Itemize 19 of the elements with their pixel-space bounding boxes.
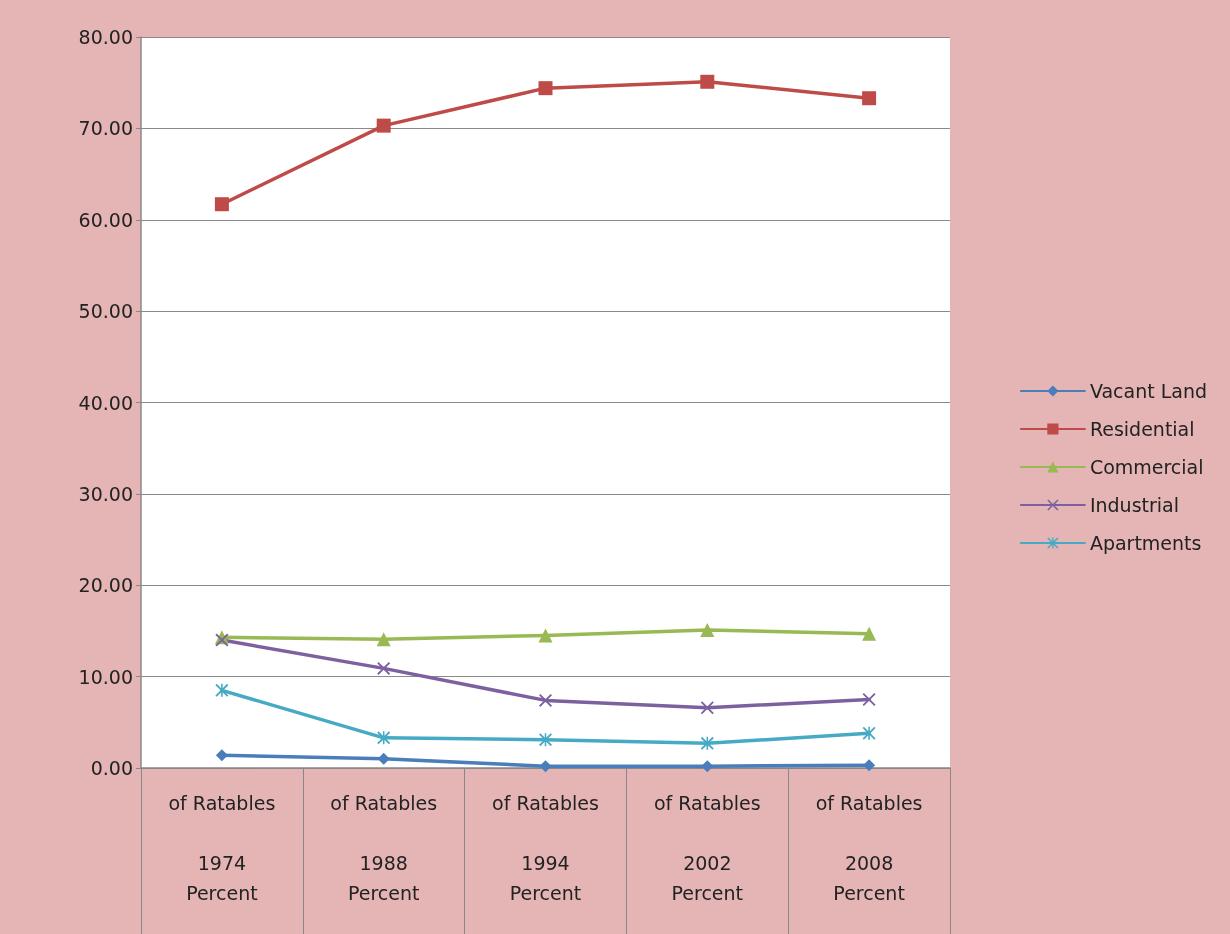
legend-label: Industrial: [1089, 494, 1179, 516]
y-tick-label: 20.00: [78, 574, 133, 597]
category-label: of Ratables 1974 Percent: [168, 792, 276, 904]
category-label: of Ratables 1988 Percent: [330, 792, 438, 904]
category-label: of Ratables 1994 Percent: [492, 792, 599, 904]
legend-label: Commercial: [1089, 456, 1204, 478]
y-tick-label: 40.00: [78, 391, 133, 414]
legend-label: Apartments: [1089, 532, 1202, 554]
y-tick-label: 70.00: [78, 117, 133, 140]
y-tick-label: 30.00: [78, 482, 133, 505]
y-tick-label: 80.00: [78, 26, 133, 48]
category-label: of Ratables 2008 Percent: [815, 792, 923, 904]
y-tick-label: 60.00: [78, 208, 133, 231]
category-label: of Ratables 2002 Percent: [653, 792, 761, 904]
y-tick-label: 0.00: [90, 757, 133, 779]
y-tick-label: 50.00: [78, 300, 133, 323]
y-tick-label: 10.00: [78, 665, 133, 688]
legend-label: Vacant Land: [1089, 380, 1208, 402]
legend-label: Residential: [1089, 418, 1195, 440]
